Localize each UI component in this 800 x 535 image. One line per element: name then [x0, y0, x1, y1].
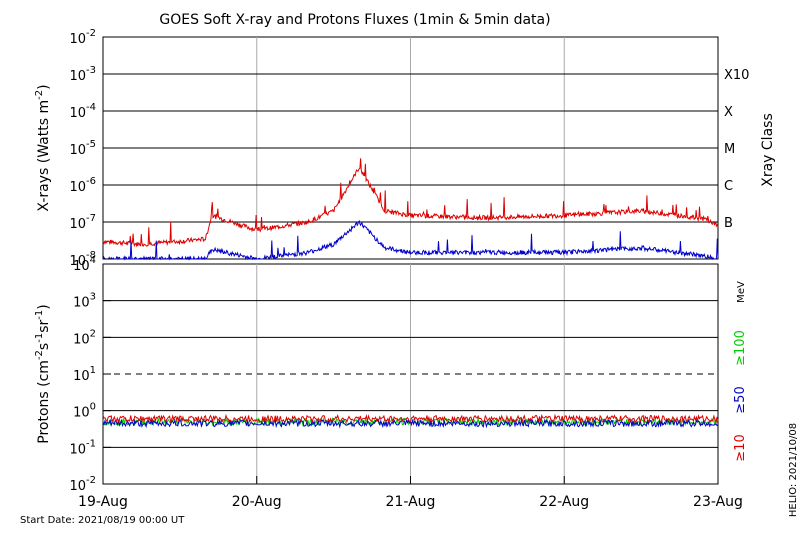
x-tick-label: 19-Aug — [78, 494, 128, 510]
xray-class-label: X — [724, 105, 733, 120]
legend-ge100: ≥100 — [733, 330, 748, 366]
xray-y-tick-label: 10-5 — [69, 139, 96, 158]
chart-title: GOES Soft X-ray and Protons Fluxes (1min… — [159, 12, 550, 28]
helio-date: HELIO: 2021/10/08 — [788, 423, 799, 517]
legend-ge10: ≥10 — [733, 434, 748, 461]
xray-series-line-0 — [102, 158, 719, 248]
xray-y-tick-label: 10-4 — [69, 102, 96, 121]
proton-y-tick-label: 101 — [73, 365, 96, 384]
x-tick-label: 20-Aug — [232, 494, 282, 510]
xray-class-label: M — [724, 142, 735, 157]
xray-class-axis-label: Xray Class — [760, 113, 776, 187]
xray-series-line-1 — [102, 219, 719, 261]
proton-grid — [103, 264, 718, 484]
proton-y-tick-label: 104 — [73, 255, 96, 274]
x-tick-label: 21-Aug — [386, 494, 436, 510]
legend-ge50: ≥50 — [733, 386, 748, 413]
proton-y-tick-label: 100 — [73, 402, 96, 421]
energy-unit-label: MeV — [736, 281, 747, 303]
xray-grid — [103, 37, 718, 259]
xray-class-labels: X10 X M C B — [724, 68, 749, 231]
xray-y-tick-label: 10-8 — [69, 250, 96, 269]
xray-y-tick-label: 10-7 — [69, 213, 96, 232]
x-ticks: 19-Aug 20-Aug 21-Aug 22-Aug 23-Aug — [78, 476, 743, 510]
proton-y-label: Protons (cm-2s-1sr-1) — [34, 304, 52, 443]
xray-y-tick-label: 10-3 — [69, 65, 96, 84]
xray-series — [102, 158, 719, 261]
x-tick-label: 23-Aug — [693, 494, 743, 510]
proton-series — [102, 413, 719, 429]
proton-y-ticks: 104 103 102 101 100 10-1 10-2 — [69, 255, 111, 494]
xray-y-label: X-rays (Watts m-2) — [34, 84, 52, 211]
proton-y-tick-label: 102 — [73, 328, 96, 347]
start-date: Start Date: 2021/08/19 00:00 UT — [20, 515, 185, 526]
proton-y-tick-label: 103 — [73, 292, 96, 311]
proton-y-tick-label: 10-2 — [69, 475, 96, 494]
xray-class-label: C — [724, 179, 733, 194]
proton-series-line-2 — [102, 413, 719, 424]
xray-y-tick-label: 10-6 — [69, 176, 96, 195]
xray-class-label: X10 — [724, 68, 749, 83]
xray-class-label: B — [724, 216, 733, 231]
x-tick-label: 22-Aug — [539, 494, 589, 510]
xray-y-tick-label: 10-2 — [69, 28, 96, 47]
xray-y-ticks: 10-2 10-3 10-4 10-5 10-6 10-7 10-8 — [69, 28, 111, 269]
proton-y-tick-label: 10-1 — [69, 438, 96, 457]
